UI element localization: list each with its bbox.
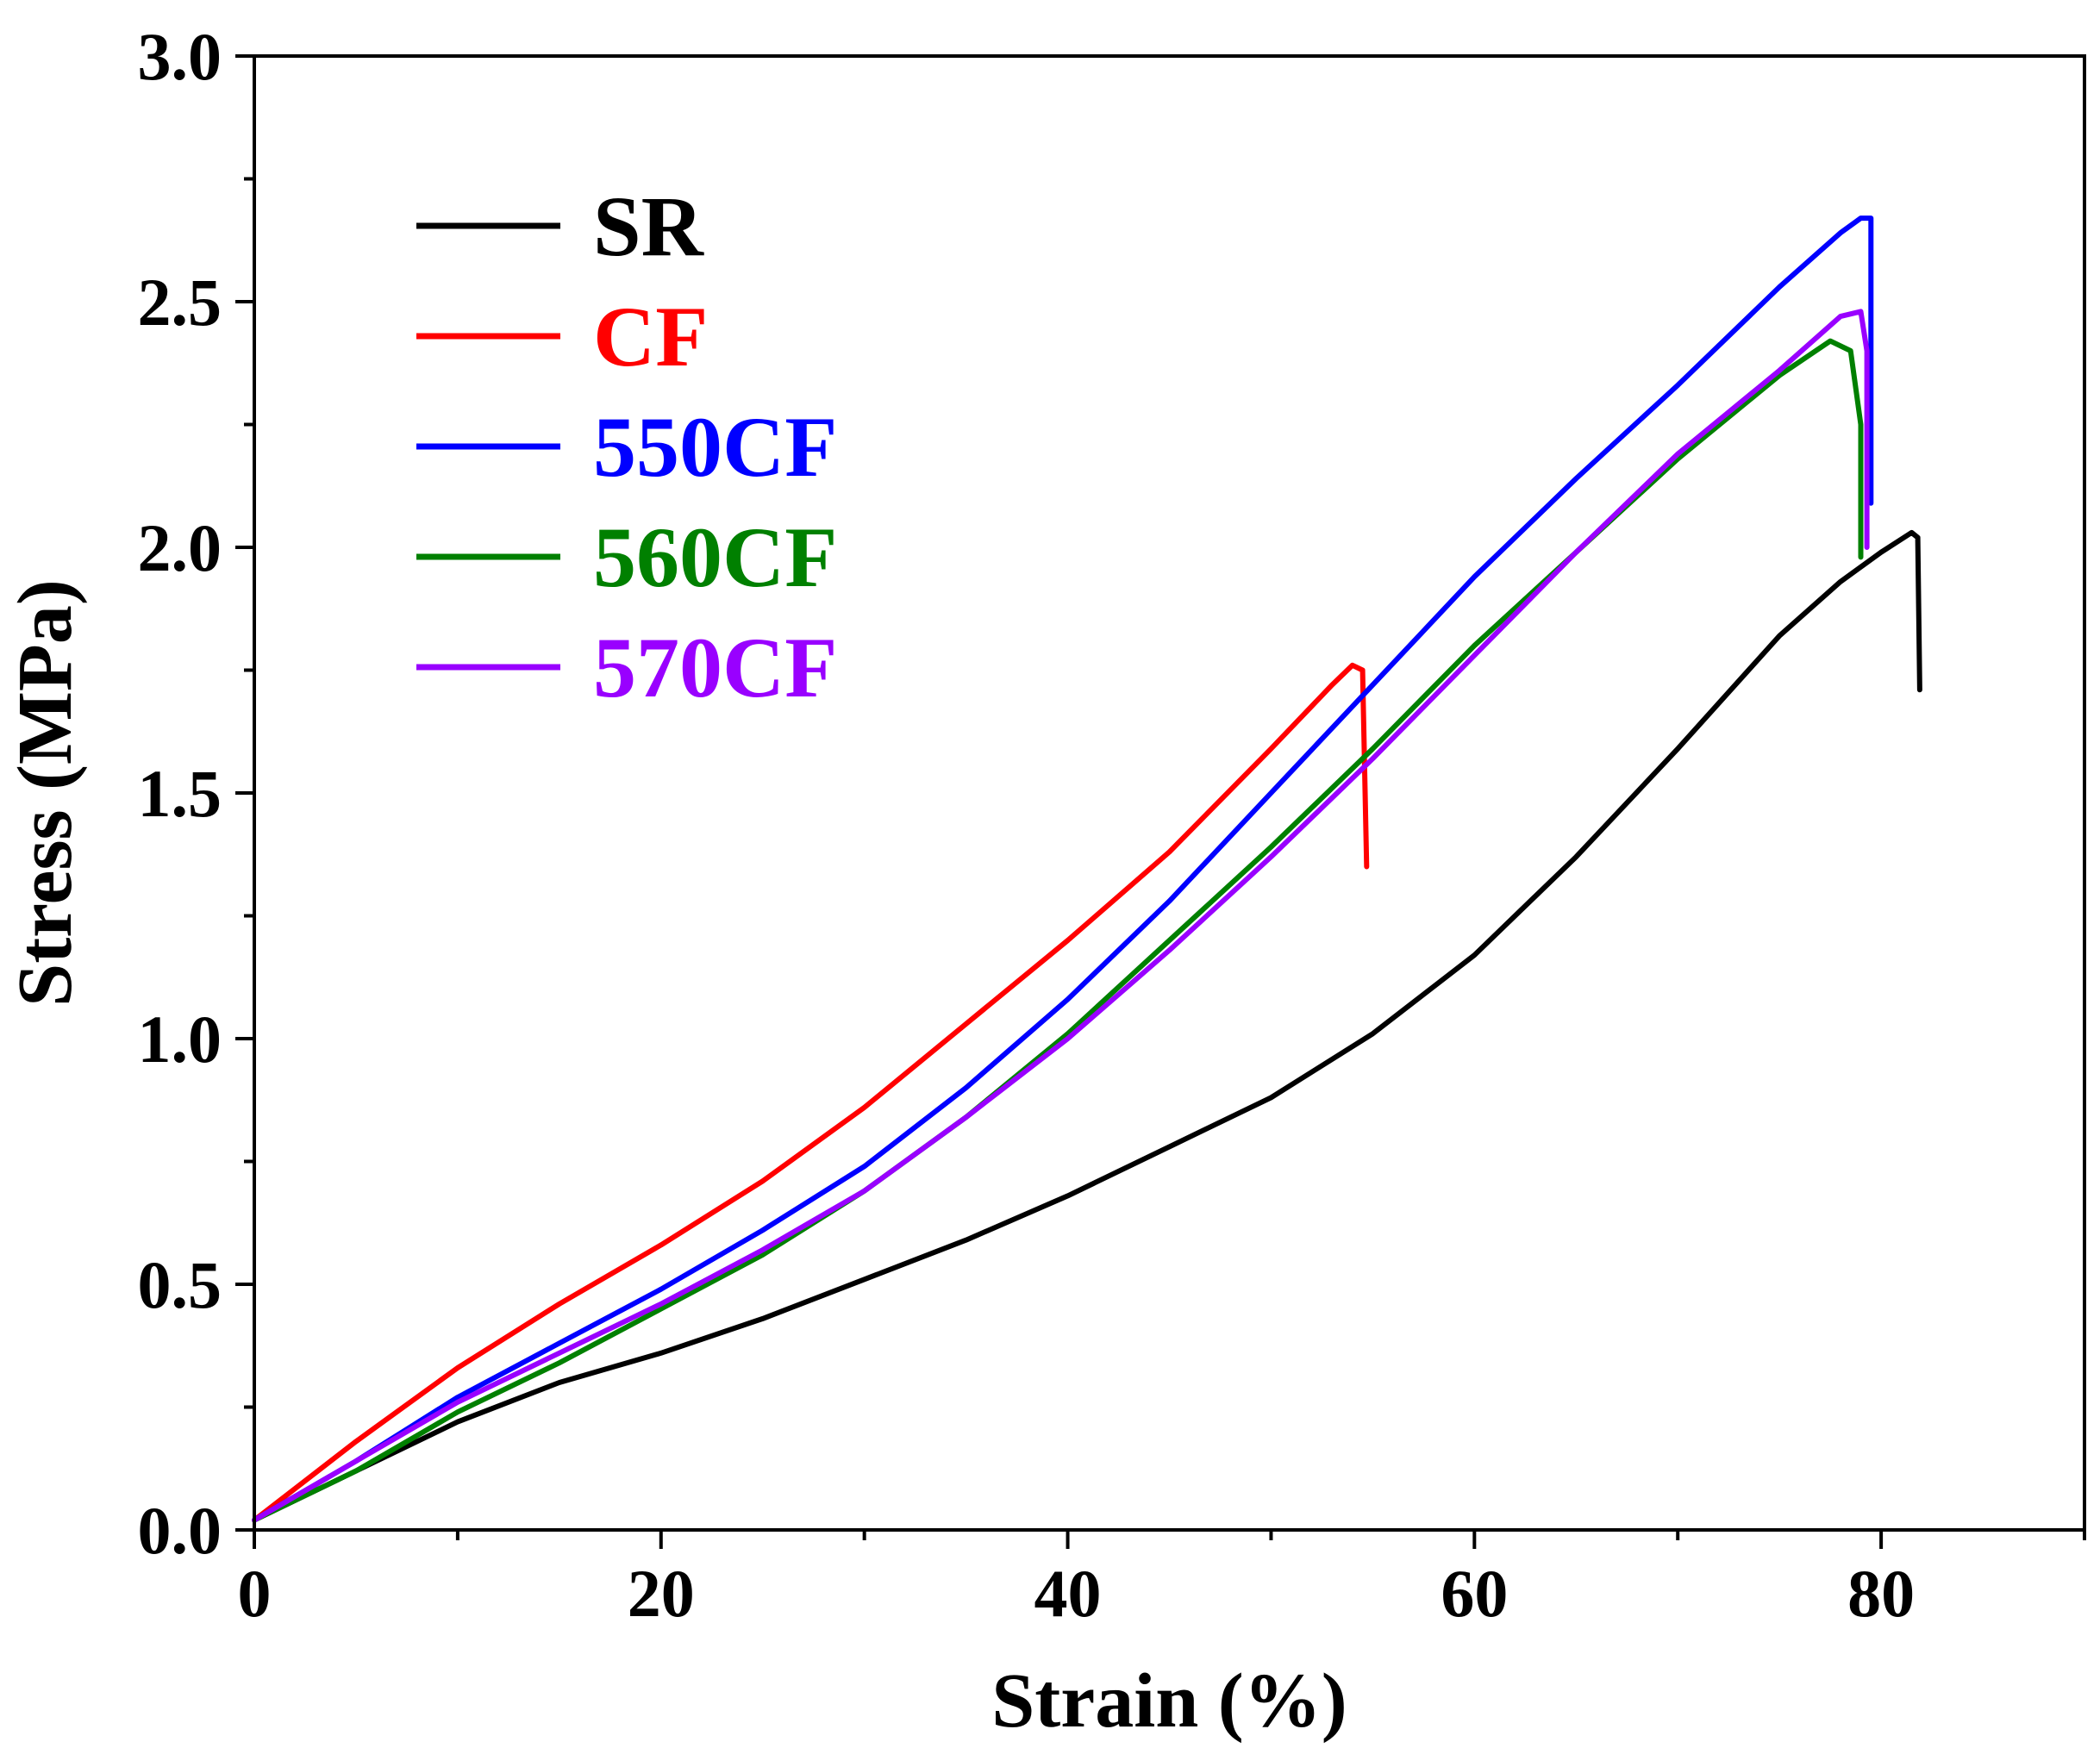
legend-item-550cf: 550CF [416, 399, 837, 495]
legend-item-570cf: 570CF [416, 620, 837, 715]
y-tick-label: 1.5 [138, 756, 222, 831]
x-tick-label: 20 [628, 1556, 695, 1631]
legend-label: SR [593, 178, 705, 274]
y-tick-label: 2.0 [138, 510, 222, 585]
series-line-cf [252, 662, 1370, 1523]
plot-area [252, 215, 1922, 1523]
x-axis-title: Strain (%) [991, 1658, 1347, 1744]
y-tick-label: 1.0 [138, 1002, 222, 1077]
plot-frame [253, 54, 2086, 1532]
series-line-560cf [252, 338, 1864, 1523]
axes: 0 20 40 60 80 0.0 0.5 1.0 1.5 2.0 2.5 3.0 [138, 19, 2086, 1631]
legend: SR CF 550CF 560CF 570CF [416, 178, 837, 715]
y-tick-label: 3.0 [138, 19, 222, 94]
x-tick-label: 0 [238, 1556, 272, 1631]
legend-label: 560CF [593, 509, 837, 605]
legend-label: 570CF [593, 620, 837, 715]
legend-label: CF [593, 289, 708, 384]
y-tick-label: 0.5 [138, 1247, 222, 1322]
y-tick-label: 2.5 [138, 265, 222, 340]
y-axis-title: Stress (MPa) [3, 579, 88, 1007]
x-tick-label: 60 [1441, 1556, 1508, 1631]
x-tick-label: 80 [1847, 1556, 1915, 1631]
legend-label: 550CF [593, 399, 837, 495]
series-line-570cf [252, 309, 1870, 1523]
legend-item-cf: CF [416, 289, 708, 384]
legend-item-560cf: 560CF [416, 509, 837, 605]
series-line-550cf [252, 215, 1874, 1523]
series-line-sr [252, 529, 1922, 1523]
legend-item-sr: SR [416, 178, 705, 274]
y-tick-label: 0.0 [138, 1493, 222, 1568]
x-tick-label: 40 [1034, 1556, 1102, 1631]
